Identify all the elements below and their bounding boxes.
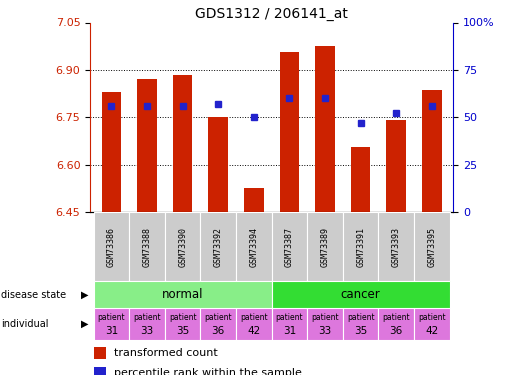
Title: GDS1312 / 206141_at: GDS1312 / 206141_at: [195, 8, 348, 21]
Text: 31: 31: [283, 326, 296, 336]
Bar: [315, 46, 335, 212]
Bar: [379, 212, 414, 281]
Bar: [94, 281, 272, 308]
Text: normal: normal: [162, 288, 203, 301]
Text: ▶: ▶: [81, 319, 89, 329]
Text: patient: patient: [418, 313, 445, 322]
Text: patient: patient: [383, 313, 410, 322]
Text: patient: patient: [311, 313, 339, 322]
Bar: [379, 308, 414, 340]
Text: 33: 33: [318, 326, 332, 336]
Text: GSM73388: GSM73388: [143, 226, 151, 267]
Bar: [209, 117, 228, 212]
Text: patient: patient: [204, 313, 232, 322]
Text: GSM73391: GSM73391: [356, 226, 365, 267]
Bar: [129, 212, 165, 281]
Text: 36: 36: [390, 326, 403, 336]
Text: GSM73389: GSM73389: [320, 226, 330, 267]
Bar: [236, 212, 272, 281]
Bar: [414, 308, 450, 340]
Text: transformed count: transformed count: [114, 348, 217, 358]
Text: patient: patient: [98, 313, 125, 322]
Bar: [307, 212, 343, 281]
Bar: [343, 308, 379, 340]
Text: patient: patient: [169, 313, 197, 322]
Bar: [200, 212, 236, 281]
Bar: [414, 212, 450, 281]
Text: 42: 42: [425, 326, 438, 336]
Text: disease state: disease state: [1, 290, 66, 300]
Bar: [422, 90, 442, 212]
Bar: [165, 212, 200, 281]
Bar: [94, 212, 129, 281]
Text: individual: individual: [1, 319, 48, 329]
Bar: [94, 346, 107, 358]
Text: 35: 35: [176, 326, 190, 336]
Text: GSM73387: GSM73387: [285, 226, 294, 267]
Text: 36: 36: [212, 326, 225, 336]
Bar: [244, 188, 264, 212]
Bar: [173, 75, 193, 212]
Text: 42: 42: [247, 326, 261, 336]
Text: 31: 31: [105, 326, 118, 336]
Text: GSM73386: GSM73386: [107, 226, 116, 267]
Text: patient: patient: [276, 313, 303, 322]
Bar: [307, 308, 343, 340]
Text: ▶: ▶: [81, 290, 89, 300]
Text: 33: 33: [141, 326, 153, 336]
Bar: [351, 147, 370, 212]
Bar: [129, 308, 165, 340]
Bar: [236, 308, 272, 340]
Bar: [200, 308, 236, 340]
Text: 35: 35: [354, 326, 367, 336]
Text: GSM73390: GSM73390: [178, 226, 187, 267]
Text: patient: patient: [347, 313, 374, 322]
Text: GSM73394: GSM73394: [249, 226, 259, 267]
Text: cancer: cancer: [341, 288, 381, 301]
Text: percentile rank within the sample: percentile rank within the sample: [114, 368, 302, 375]
Bar: [101, 92, 121, 212]
Bar: [272, 308, 307, 340]
Bar: [138, 80, 157, 212]
Text: GSM73393: GSM73393: [392, 226, 401, 267]
Text: GSM73395: GSM73395: [427, 226, 436, 267]
Text: GSM73392: GSM73392: [214, 226, 223, 267]
Bar: [165, 308, 200, 340]
Bar: [386, 120, 406, 212]
Bar: [280, 53, 299, 212]
Bar: [94, 367, 107, 375]
Bar: [272, 212, 307, 281]
Bar: [272, 281, 450, 308]
Bar: [343, 212, 379, 281]
Bar: [94, 308, 129, 340]
Text: patient: patient: [240, 313, 268, 322]
Text: patient: patient: [133, 313, 161, 322]
